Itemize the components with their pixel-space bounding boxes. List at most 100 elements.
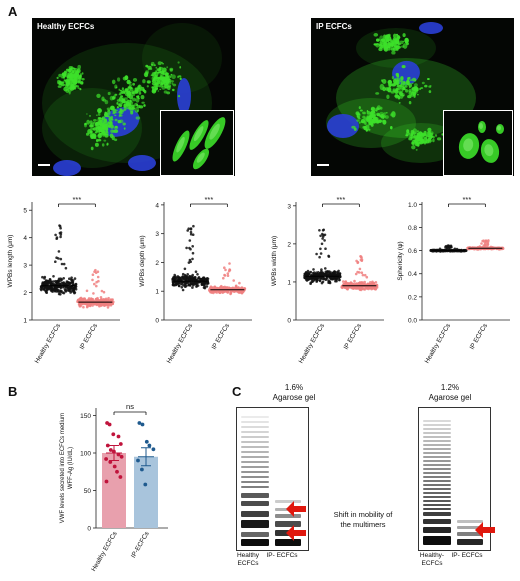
granule <box>404 37 409 44</box>
data-point <box>92 292 95 295</box>
data-point <box>119 454 124 459</box>
granule <box>427 78 430 80</box>
data-point <box>327 281 330 284</box>
data-point <box>318 229 321 232</box>
granule <box>132 78 138 82</box>
granule <box>86 113 88 115</box>
data-point <box>202 278 205 281</box>
right-gel-agarose: Agarose gel <box>428 393 472 402</box>
data-point <box>226 272 230 275</box>
gel-band <box>241 493 269 498</box>
y-axis-label: WPBs length (μm) <box>7 235 14 288</box>
granule <box>119 114 123 117</box>
data-point <box>218 291 222 295</box>
depth-scatter-plot: 0 1 2 3 4 WPBs depth (μm) *** Healthy ECFCs IP E… <box>139 195 252 365</box>
granule <box>161 61 163 64</box>
granule <box>171 74 176 79</box>
granule <box>58 73 62 78</box>
granule <box>122 76 128 81</box>
y-tick-label: 2 <box>23 290 27 297</box>
gel-band <box>423 508 451 510</box>
wpb-blob <box>172 130 190 162</box>
category-label: Healthy ECFCs <box>424 322 453 365</box>
granule <box>391 83 396 87</box>
category-label: IP ECFCs <box>343 322 364 351</box>
data-point <box>232 279 235 282</box>
granule <box>368 121 371 125</box>
granule <box>380 39 383 41</box>
data-point <box>59 235 62 239</box>
granule <box>417 94 419 96</box>
data-point <box>321 237 324 240</box>
data-point <box>484 239 488 243</box>
data-point <box>202 276 206 279</box>
granule <box>408 76 411 80</box>
granule <box>152 78 156 81</box>
data-point <box>177 284 181 288</box>
granule <box>144 72 148 78</box>
granule <box>417 142 419 145</box>
granule <box>101 118 104 121</box>
data-point <box>201 281 204 284</box>
data-point <box>206 277 210 281</box>
wpb-highlight <box>176 136 185 153</box>
granule <box>94 131 98 134</box>
y-axis-label: WPBs depth (μm) <box>139 235 146 286</box>
granule <box>166 72 169 76</box>
gel-band <box>241 471 269 473</box>
gel-band <box>423 504 451 506</box>
data-point <box>229 290 233 294</box>
data-point <box>47 281 50 285</box>
granule <box>165 81 168 84</box>
granule <box>106 142 109 146</box>
y-tick-label: 100 <box>80 451 91 458</box>
data-point <box>455 247 459 251</box>
shift-line-2: the multimers <box>340 520 386 529</box>
category-label: Healthy ECFCs <box>90 530 119 573</box>
shift-arrow-right <box>475 522 495 538</box>
ip-micrograph: IP ECFCs <box>311 18 514 176</box>
granule <box>109 121 113 126</box>
data-point <box>72 288 75 291</box>
granule <box>123 97 128 100</box>
granule <box>376 38 380 42</box>
y-tick-label: 1 <box>23 318 27 325</box>
data-point <box>55 256 58 259</box>
data-point <box>234 284 238 288</box>
granule <box>168 84 172 88</box>
data-point <box>96 275 100 279</box>
granule <box>437 137 442 141</box>
data-point <box>324 247 327 250</box>
gel-band <box>241 501 269 506</box>
data-point <box>189 233 193 236</box>
granule <box>118 88 121 91</box>
data-point <box>70 278 74 282</box>
granule <box>61 81 64 84</box>
data-point <box>116 452 121 457</box>
granule <box>387 79 392 85</box>
granule <box>159 74 162 76</box>
data-point <box>369 281 372 284</box>
category-label: IP-ECFCs <box>130 530 151 559</box>
granule <box>71 83 75 86</box>
granule <box>129 87 134 92</box>
granule <box>416 134 419 137</box>
data-point <box>224 268 227 272</box>
granule <box>89 124 94 128</box>
data-point <box>189 230 193 234</box>
data-point <box>321 280 325 284</box>
granule <box>129 103 132 107</box>
data-point <box>338 278 341 281</box>
granule <box>101 96 105 102</box>
granule <box>170 73 173 76</box>
data-point <box>54 260 57 263</box>
vwf-bar-chart: 0 50 100 150 VWF levels secreted into ECFCs … <box>60 402 168 573</box>
granule <box>120 95 124 98</box>
data-point <box>52 280 55 283</box>
granule <box>382 86 386 92</box>
data-point <box>191 233 195 236</box>
granule <box>432 138 435 143</box>
granule <box>147 69 150 71</box>
data-point <box>214 286 217 289</box>
granule <box>417 133 422 137</box>
